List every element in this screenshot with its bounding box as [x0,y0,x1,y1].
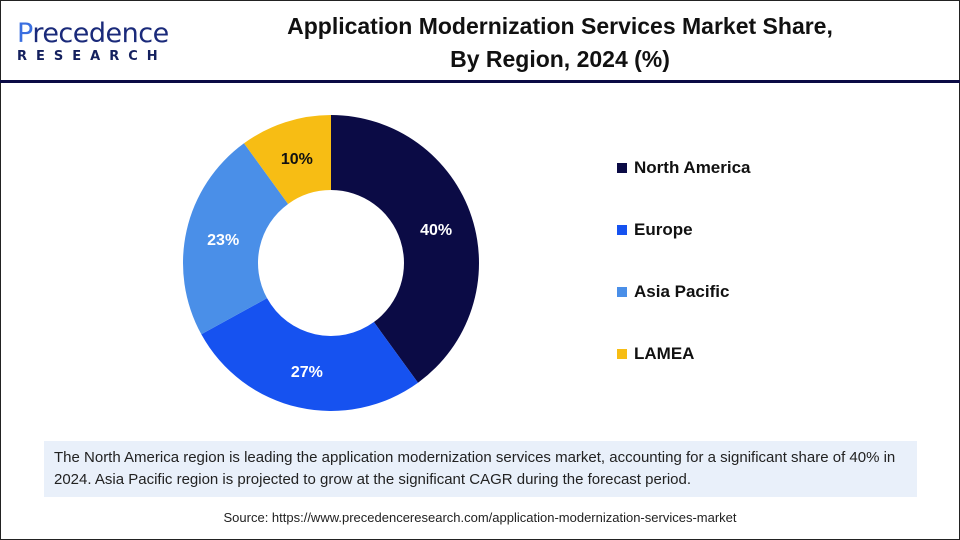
legend-label: Europe [634,220,693,239]
slice-lamea [244,115,331,204]
logo-subtitle: RESEARCH [17,49,167,64]
title-line-2: By Region, 2024 (%) [450,46,670,72]
legend-item: Asia Pacific [617,282,751,302]
source-text: Source: https://www.precedenceresearch.c… [223,510,737,525]
logo: Precedence RESEARCH [17,18,169,65]
slice-europe [201,298,418,412]
summary-note: The North America region is leading the … [44,441,917,497]
legend-label: Asia Pacific [634,282,730,301]
legend-swatch [617,349,627,359]
data-label: 27% [291,364,323,381]
legend-swatch [617,225,627,235]
legend-item: LAMEA [617,344,751,364]
legend-item: Europe [617,220,751,240]
title-line-1: Application Modernization Services Marke… [287,13,833,39]
legend-label: North America [634,158,751,177]
legend-swatch [617,163,627,173]
legend-item: North America [617,158,751,178]
header-divider [0,80,960,83]
chart-title: Application Modernization Services Marke… [200,10,920,76]
logo-word: recedence [32,18,169,49]
legend-swatch [617,287,627,297]
slice-north-america [331,115,480,383]
data-label: 40% [420,222,452,239]
data-label: 23% [207,232,239,249]
slice-asia-pacific [183,143,289,335]
legend-label: LAMEA [634,344,695,363]
legend: North America Europe Asia Pacific LAMEA [617,158,751,406]
logo-letter: P [17,18,33,49]
data-label: 10% [281,151,313,168]
